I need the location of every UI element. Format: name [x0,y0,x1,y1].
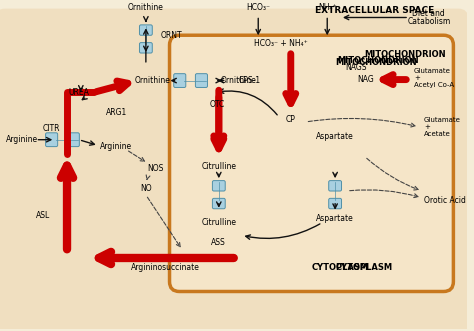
Text: MITOCHONDRION: MITOCHONDRION [365,50,447,60]
Text: NH₄⁺: NH₄⁺ [318,3,337,12]
Text: Arginine: Arginine [100,142,132,151]
FancyBboxPatch shape [0,9,468,331]
Text: Diet and: Diet and [412,9,445,18]
FancyBboxPatch shape [212,198,225,209]
Text: Argininosuccinate: Argininosuccinate [131,263,200,272]
FancyBboxPatch shape [328,198,342,209]
Text: CP: CP [286,116,296,124]
Text: ASS: ASS [211,238,226,247]
FancyBboxPatch shape [67,133,79,147]
Text: UREA: UREA [68,88,89,97]
Text: OTC: OTC [209,100,225,109]
Text: ARG1: ARG1 [106,108,127,117]
Text: NAGS: NAGS [345,63,366,72]
Text: CYTOPLASM: CYTOPLASM [311,263,369,272]
Text: Aspartate: Aspartate [316,214,354,223]
Text: Glutamate
+
Acetate: Glutamate + Acetate [424,117,461,137]
Text: HCO₃⁻ + NH₄⁺: HCO₃⁻ + NH₄⁺ [254,39,308,48]
Text: ASL: ASL [36,211,51,220]
Text: CYTOPLASM: CYTOPLASM [336,263,393,272]
Text: Ornithine: Ornithine [128,3,164,12]
FancyBboxPatch shape [174,74,186,87]
Text: Ornithine: Ornithine [135,76,171,85]
Text: Orotic Acid: Orotic Acid [424,196,465,205]
Text: HCO₃⁻: HCO₃⁻ [246,3,270,12]
FancyBboxPatch shape [46,133,58,147]
Text: ORNT: ORNT [161,31,182,40]
Text: CPS-1: CPS-1 [238,76,261,85]
Text: EXTRACELLULAR SPACE: EXTRACELLULAR SPACE [315,6,434,15]
Text: CITR: CITR [43,124,60,133]
Text: NOS: NOS [147,164,164,173]
Text: NO: NO [140,183,152,193]
FancyBboxPatch shape [328,181,342,191]
Text: NAG: NAG [357,75,374,84]
FancyBboxPatch shape [325,260,404,275]
FancyBboxPatch shape [139,25,152,35]
FancyBboxPatch shape [335,54,439,68]
Text: Catabolism: Catabolism [407,17,450,26]
FancyBboxPatch shape [170,35,454,292]
Text: Arginine: Arginine [6,135,38,144]
Text: Citrulline: Citrulline [201,162,237,171]
FancyBboxPatch shape [195,74,208,87]
FancyBboxPatch shape [139,43,152,53]
Text: MITOCHONDRION: MITOCHONDRION [335,58,417,67]
Text: Glutamate
+
Acetyl Co-A: Glutamate + Acetyl Co-A [414,68,454,88]
Text: Aspartate: Aspartate [316,132,354,141]
Text: Citrulline: Citrulline [201,218,237,227]
Text: MITOCHONDRION: MITOCHONDRION [337,56,419,65]
Text: Ornithine: Ornithine [220,76,256,85]
FancyBboxPatch shape [212,181,225,191]
